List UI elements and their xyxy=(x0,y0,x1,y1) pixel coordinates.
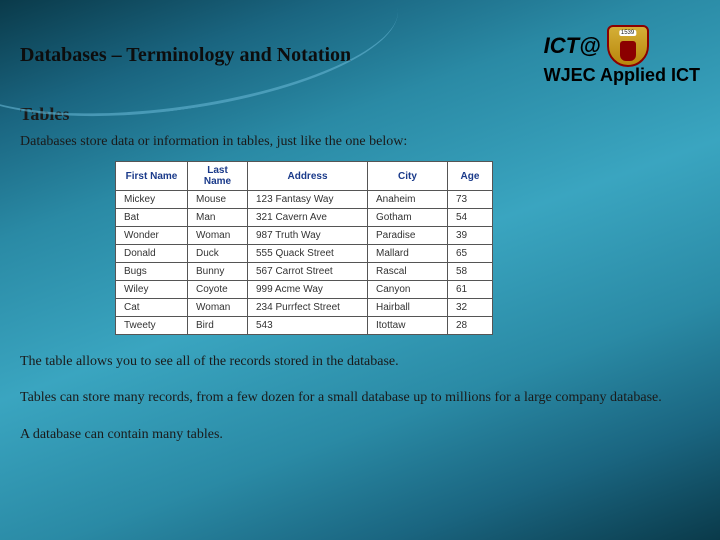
table-cell: 123 Fantasy Way xyxy=(248,191,368,209)
brand-ict-text: ICT@ xyxy=(544,33,601,59)
table-row: MickeyMouse123 Fantasy WayAnaheim73 xyxy=(116,191,493,209)
table-cell: Canyon xyxy=(368,281,448,299)
table-cell: Duck xyxy=(188,245,248,263)
col-first-name: First Name xyxy=(116,162,188,191)
col-city: City xyxy=(368,162,448,191)
table-cell: Hairball xyxy=(368,299,448,317)
col-address: Address xyxy=(248,162,368,191)
table-cell: Tweety xyxy=(116,317,188,335)
crest-icon xyxy=(607,25,649,67)
table-cell: Mickey xyxy=(116,191,188,209)
table-cell: 65 xyxy=(448,245,493,263)
table-cell: Rascal xyxy=(368,263,448,281)
brand-block: ICT@ WJEC Applied ICT xyxy=(544,25,700,86)
table-row: BugsBunny567 Carrot StreetRascal58 xyxy=(116,263,493,281)
section-heading: Tables xyxy=(0,96,720,129)
table-cell: Man xyxy=(188,209,248,227)
table-cell: Mouse xyxy=(188,191,248,209)
table-cell: Mallard xyxy=(368,245,448,263)
intro-text: Databases store data or information in t… xyxy=(0,129,720,155)
example-table-container: First Name Last Name Address City Age Mi… xyxy=(0,155,720,341)
table-row: WonderWoman987 Truth WayParadise39 xyxy=(116,227,493,245)
table-cell: Bunny xyxy=(188,263,248,281)
table-cell: 28 xyxy=(448,317,493,335)
table-row: WileyCoyote999 Acme WayCanyon61 xyxy=(116,281,493,299)
page-title: Databases – Terminology and Notation xyxy=(20,44,351,67)
col-age: Age xyxy=(448,162,493,191)
table-row: BatMan321 Cavern AveGotham54 xyxy=(116,209,493,227)
table-cell: Wiley xyxy=(116,281,188,299)
table-cell: 567 Carrot Street xyxy=(248,263,368,281)
table-cell: Paradise xyxy=(368,227,448,245)
table-cell: 987 Truth Way xyxy=(248,227,368,245)
table-cell: 73 xyxy=(448,191,493,209)
table-row: DonaldDuck555 Quack StreetMallard65 xyxy=(116,245,493,263)
example-table: First Name Last Name Address City Age Mi… xyxy=(115,161,493,335)
table-cell: Cat xyxy=(116,299,188,317)
table-row: CatWoman234 Purrfect StreetHairball32 xyxy=(116,299,493,317)
table-cell: 54 xyxy=(448,209,493,227)
header: Databases – Terminology and Notation ICT… xyxy=(0,0,720,96)
col-last-name: Last Name xyxy=(188,162,248,191)
table-cell: 61 xyxy=(448,281,493,299)
table-row: TweetyBird543Itottaw28 xyxy=(116,317,493,335)
table-cell: 321 Cavern Ave xyxy=(248,209,368,227)
table-cell: Bat xyxy=(116,209,188,227)
table-cell: Itottaw xyxy=(368,317,448,335)
brand-top-row: ICT@ xyxy=(544,25,649,67)
brand-subtitle: WJEC Applied ICT xyxy=(544,65,700,86)
table-header-row: First Name Last Name Address City Age xyxy=(116,162,493,191)
table-cell: 543 xyxy=(248,317,368,335)
table-cell: Bugs xyxy=(116,263,188,281)
table-cell: Donald xyxy=(116,245,188,263)
table-cell: 39 xyxy=(448,227,493,245)
para-2: Tables can store many records, from a fe… xyxy=(0,385,720,411)
para-1: The table allows you to see all of the r… xyxy=(0,349,720,375)
table-cell: Coyote xyxy=(188,281,248,299)
table-cell: 58 xyxy=(448,263,493,281)
table-cell: Anaheim xyxy=(368,191,448,209)
table-cell: Wonder xyxy=(116,227,188,245)
table-cell: 32 xyxy=(448,299,493,317)
table-cell: Gotham xyxy=(368,209,448,227)
table-cell: Woman xyxy=(188,227,248,245)
table-cell: Bird xyxy=(188,317,248,335)
para-3: A database can contain many tables. xyxy=(0,422,720,448)
table-cell: Woman xyxy=(188,299,248,317)
table-cell: 234 Purrfect Street xyxy=(248,299,368,317)
table-cell: 999 Acme Way xyxy=(248,281,368,299)
table-cell: 555 Quack Street xyxy=(248,245,368,263)
